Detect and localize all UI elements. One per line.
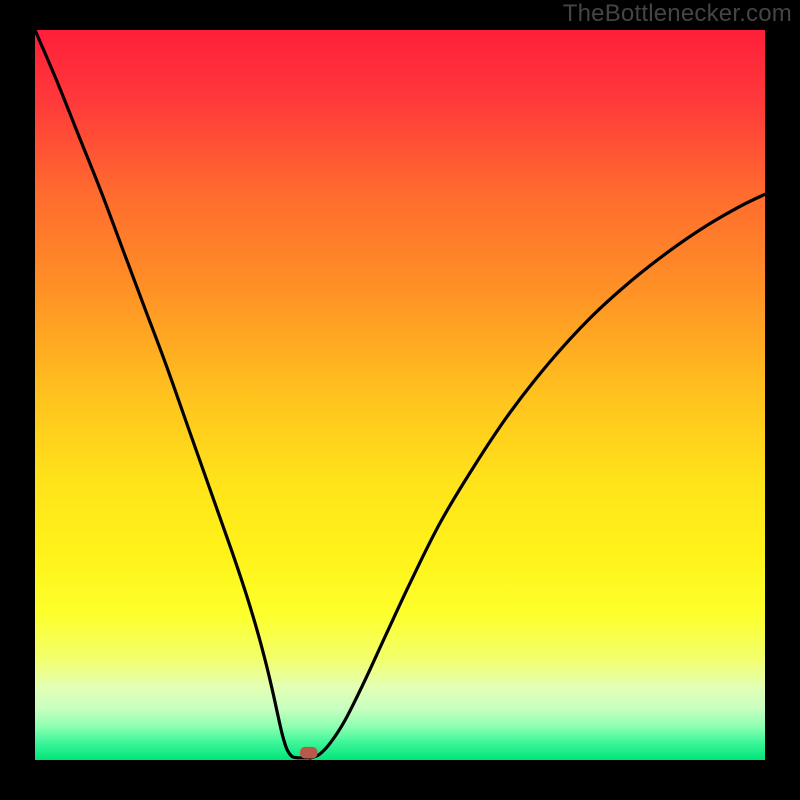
your-config-marker [300, 747, 318, 759]
bottleneck-chart [0, 0, 800, 800]
chart-stage: TheBottlenecker.com [0, 0, 800, 800]
plot-area [35, 30, 765, 760]
watermark-text: TheBottlenecker.com [563, 0, 792, 28]
